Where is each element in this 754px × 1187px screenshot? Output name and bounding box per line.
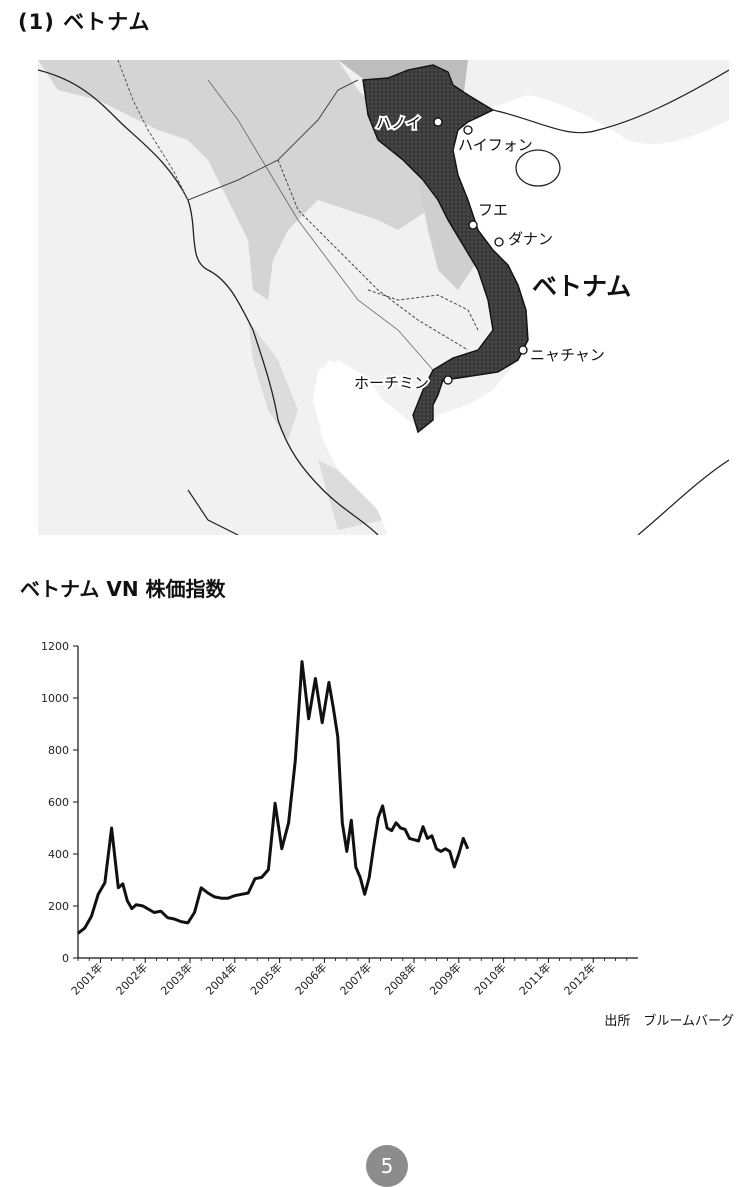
city-danang: ダナン: [494, 230, 553, 248]
y-tick-label: 200: [48, 900, 69, 913]
series-line: [77, 660, 470, 935]
river: [207, 79, 434, 371]
section-heading: (1) ベトナム: [18, 10, 151, 34]
y-tick-label: 1200: [41, 640, 69, 653]
page-number-badge: 5: [366, 1145, 408, 1187]
svg-text:ハノイ: ハノイ: [376, 114, 421, 132]
coastline: [38, 69, 379, 535]
city-haiphong: ハイフォン: [458, 125, 533, 154]
city-label-hochiminh: ホーチミン: [354, 374, 429, 392]
vietnam-shape: [362, 64, 529, 434]
city-hanoi: ハノイ ハノイ: [374, 112, 443, 134]
chart-title: ベトナム VN 株価指数: [20, 577, 226, 601]
vietnam-map: ハノイ ハノイ ハイフォン フエ ダナン ニャチャン ホーチミン ホーチミン ベ…: [38, 60, 729, 535]
city-hochiminh: ホーチミン ホーチミン: [352, 372, 453, 394]
x-tick-label: 2006年: [292, 960, 329, 997]
country-label: ベトナム: [532, 272, 631, 301]
relief-shading-5: [318, 460, 383, 530]
coastline-east: [492, 69, 729, 134]
x-tick-label: 2009年: [426, 960, 463, 997]
border-line: [117, 60, 189, 201]
border-line-3: [277, 159, 469, 351]
line-chart: 0 200 400 600 800 1000 1200 2001年 2002年 2003年 2004…: [30, 632, 730, 1012]
city-label-hue: フエ: [478, 201, 508, 219]
x-tick-label: 2003年: [158, 960, 195, 997]
page-number: 5: [380, 1154, 394, 1178]
city-label-hanoi: ハノイ: [376, 114, 421, 132]
x-tick-label: 2007年: [337, 960, 374, 997]
x-tick-label: 2012年: [561, 960, 598, 997]
city-label-nhatrang: ニャチャン: [530, 346, 605, 364]
x-tick-label: 2011年: [516, 960, 553, 997]
border-line-2: [187, 79, 359, 201]
x-tick-label: 2004年: [202, 960, 239, 997]
x-tick-label: 2002年: [113, 960, 150, 997]
land-mass: [38, 60, 729, 535]
city-label-danang: ダナン: [508, 230, 553, 248]
coastline-south: [637, 459, 729, 535]
source-note: 出所 ブルームバーグ: [604, 1014, 734, 1029]
y-tick-label: 800: [48, 744, 69, 757]
city-nhatrang: ニャチャン: [518, 345, 605, 364]
sea: [313, 160, 729, 535]
chart-svg: 0 200 400 600 800 1000 1200 2001年 2002年 2003年 2004…: [41, 640, 638, 998]
relief-shading-3: [418, 180, 478, 290]
x-tick-label: 2001年: [68, 960, 105, 997]
x-tick-label: 2008年: [382, 960, 419, 997]
y-tick-label: 400: [48, 848, 69, 861]
relief-shading-4: [248, 320, 298, 440]
city-label-haiphong: ハイフォン: [458, 136, 533, 154]
svg-text:ホーチミン: ホーチミン: [354, 374, 429, 392]
map-svg: ハノイ ハノイ ハイフォン フエ ダナン ニャチャン ホーチミン ホーチミン ベ…: [38, 60, 729, 535]
y-tick-label: 600: [48, 796, 69, 809]
border-line-4: [367, 289, 479, 331]
x-tick-label: 2005年: [247, 960, 284, 997]
x-tick-label: 2010年: [471, 960, 508, 997]
y-tick-label: 1000: [41, 692, 69, 705]
peninsula: [187, 489, 239, 535]
y-tick-label: 0: [62, 952, 69, 965]
hainan-island: [515, 149, 561, 187]
city-hue: フエ: [468, 201, 508, 230]
